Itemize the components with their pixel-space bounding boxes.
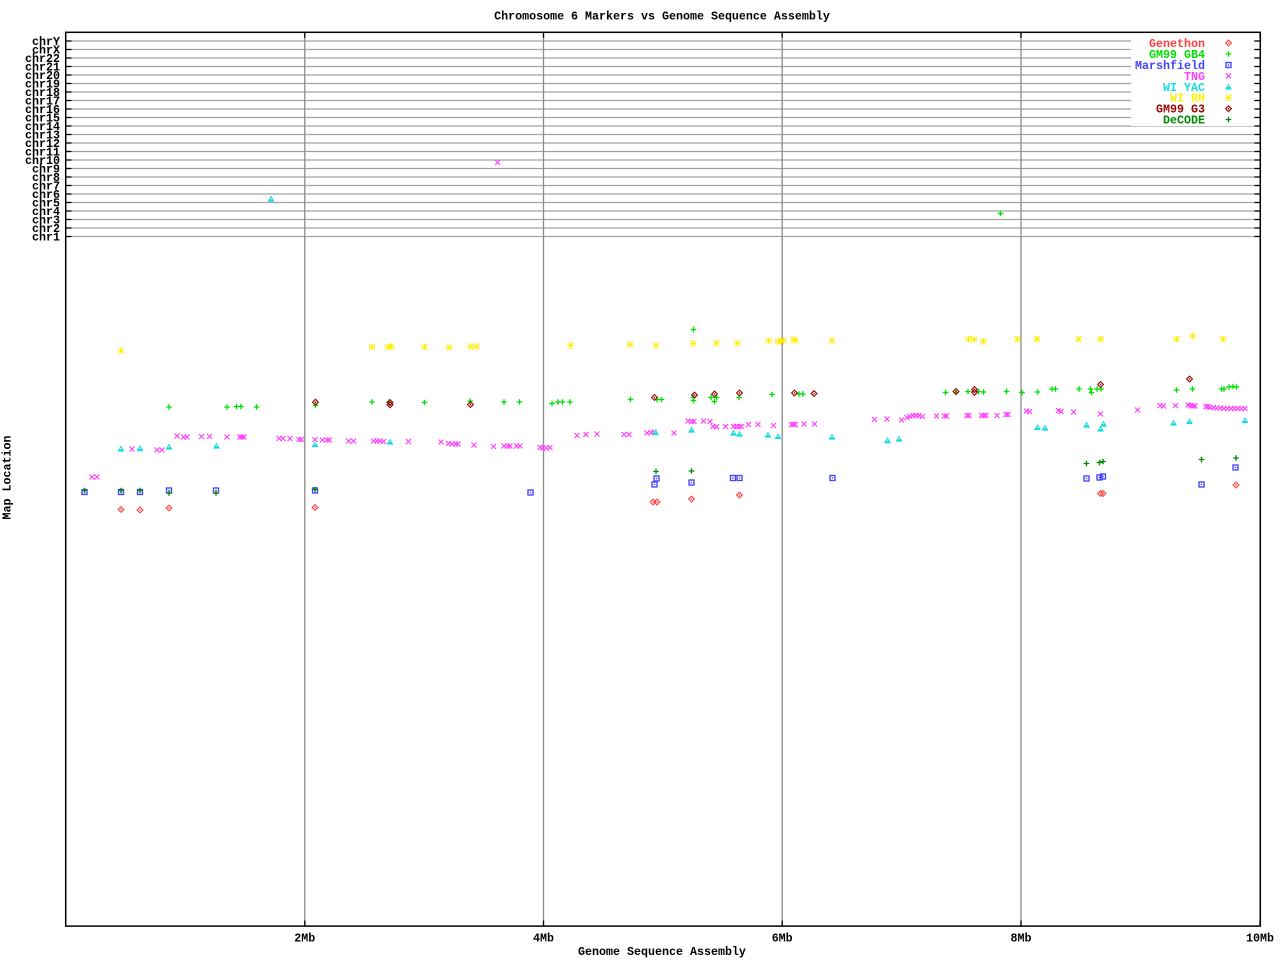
- svg-text:chr16: chr16: [25, 103, 60, 117]
- svg-text:chr9: chr9: [32, 163, 60, 177]
- svg-text:chr10: chr10: [25, 154, 60, 168]
- svg-text:6Mb: 6Mb: [772, 932, 793, 946]
- svg-text:chr19: chr19: [25, 78, 60, 92]
- svg-text:chr2: chr2: [32, 222, 60, 236]
- svg-text:4Mb: 4Mb: [533, 932, 554, 946]
- svg-text:Genethon: Genethon: [1149, 37, 1205, 51]
- svg-text:chr13: chr13: [25, 129, 60, 143]
- svg-text:Marshfield: Marshfield: [1135, 59, 1205, 73]
- svg-text:GM99 G3: GM99 G3: [1156, 103, 1205, 117]
- svg-text:TNG: TNG: [1184, 70, 1205, 84]
- svg-text:Chromosome 6 Markers vs Genome: Chromosome 6 Markers vs Genome Sequence …: [494, 10, 830, 24]
- svg-text:WI RH: WI RH: [1170, 92, 1205, 106]
- svg-text:10Mb: 10Mb: [1246, 932, 1274, 946]
- svg-text:WI YAC: WI YAC: [1163, 81, 1205, 95]
- svg-text:chr7: chr7: [32, 180, 60, 194]
- svg-text:chrY: chrY: [32, 35, 60, 49]
- svg-text:chr5: chr5: [32, 197, 60, 211]
- svg-text:chr3: chr3: [32, 214, 60, 228]
- svg-text:chr1: chr1: [32, 231, 60, 245]
- svg-text:chr15: chr15: [25, 112, 60, 126]
- svg-text:DeCODE: DeCODE: [1163, 114, 1205, 128]
- svg-text:chr11: chr11: [25, 146, 60, 160]
- svg-text:Genome Sequence Assembly: Genome Sequence Assembly: [578, 945, 746, 959]
- svg-text:chr17: chr17: [25, 95, 60, 109]
- svg-text:chr6: chr6: [32, 188, 60, 202]
- svg-text:chrX: chrX: [32, 44, 60, 58]
- svg-text:chr12: chr12: [25, 137, 60, 151]
- svg-text:chr20: chr20: [25, 69, 60, 83]
- svg-text:chr22: chr22: [25, 52, 60, 66]
- svg-text:chr14: chr14: [25, 120, 60, 134]
- svg-text:chr21: chr21: [25, 61, 60, 75]
- svg-text:chr18: chr18: [25, 86, 60, 100]
- svg-text:GM99 GB4: GM99 GB4: [1149, 48, 1205, 62]
- svg-text:2Mb: 2Mb: [294, 932, 315, 946]
- svg-text:chr4: chr4: [32, 205, 60, 219]
- svg-text:chr8: chr8: [32, 171, 60, 185]
- svg-text:8Mb: 8Mb: [1011, 932, 1032, 946]
- svg-text:Map Location: Map Location: [1, 436, 15, 520]
